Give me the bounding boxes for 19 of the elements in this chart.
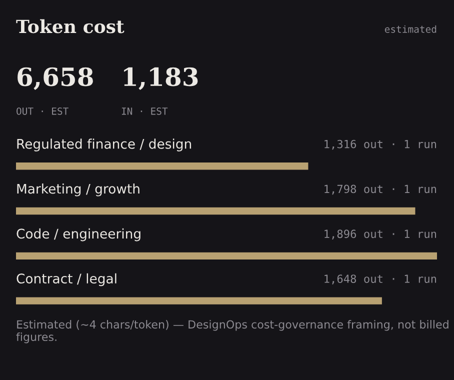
text: estimated [384, 25, 436, 33]
data-label: 1,648 out · 1 run [324, 274, 436, 284]
bar [16, 162, 308, 170]
y-tick-label: Regulated finance / design [17, 138, 192, 152]
bar [16, 252, 437, 260]
text: Estimated (~4 chars/token) — DesignOps cost-governance framing, not billed figures. [16, 320, 448, 344]
text: IN · EST [122, 107, 168, 115]
data-label: 1,798 out · 1 run [324, 184, 436, 195]
data-label: 1,896 out · 1 run [324, 230, 436, 240]
y-tick-label: Contract / legal [16, 273, 116, 286]
bar [16, 297, 382, 304]
data-label: 1,316 out · 1 run [324, 140, 436, 150]
text: 1,183 [124, 67, 198, 90]
y-tick-label: Marketing / growth [17, 184, 140, 196]
bar [16, 207, 416, 215]
chart-title: Token cost [16, 19, 124, 34]
text: OUT · EST [16, 107, 68, 115]
y-tick-label: Code / engineering [16, 228, 140, 242]
text: 6,658 [18, 67, 93, 90]
